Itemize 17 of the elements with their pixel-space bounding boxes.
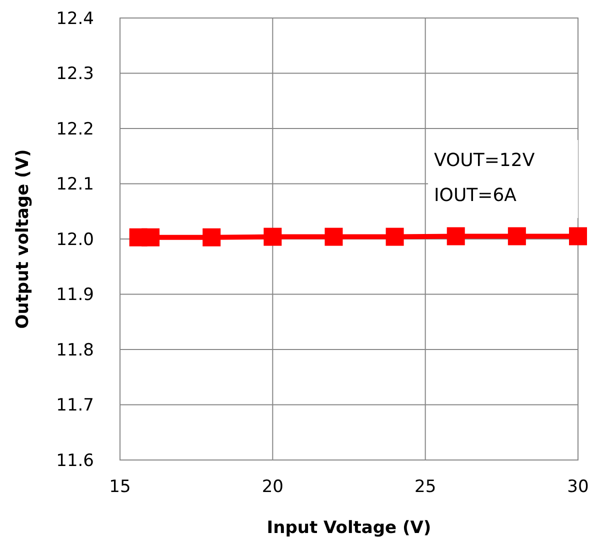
x-tick-label: 25	[414, 477, 436, 497]
x-tick-label: 20	[262, 477, 284, 497]
y-tick-label: 12.4	[56, 8, 94, 29]
x-tick-label: 30	[567, 477, 589, 497]
y-tick-label: 12.3	[56, 64, 94, 84]
y-tick-label: 12.2	[56, 119, 94, 140]
y-tick-label: 12.1	[56, 174, 94, 195]
y-tick-label: 11.9	[56, 285, 94, 306]
y-tick-label: 11.8	[56, 340, 94, 360]
x-axis-title: Input Voltage (V)	[266, 518, 432, 538]
annotation: IOUT=6A	[434, 185, 518, 206]
x-tick-label: 15	[109, 477, 131, 497]
y-tick-label: 11.7	[56, 396, 94, 416]
y-axis-title: Output voltage (V)	[13, 149, 33, 329]
annotation: VOUT=12V	[434, 150, 536, 171]
y-tick-label: 11.6	[56, 450, 94, 471]
y-tick-label: 12.0	[56, 230, 94, 250]
